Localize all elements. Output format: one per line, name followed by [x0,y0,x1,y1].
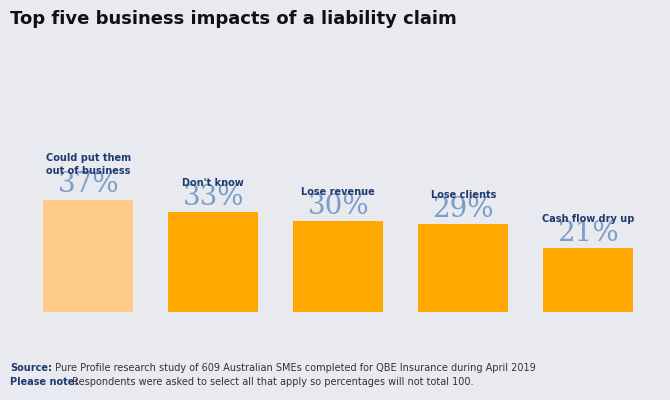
Text: 37%: 37% [58,172,119,198]
Bar [543,248,633,312]
Text: 33%: 33% [183,184,244,210]
Text: Pure Profile research study of 609 Australian SMEs completed for QBE Insurance d: Pure Profile research study of 609 Austr… [52,363,535,373]
Bar [44,200,133,312]
Text: Top five business impacts of a liability claim: Top five business impacts of a liability… [10,10,457,28]
Text: Could put them
out of business: Could put them out of business [46,153,131,176]
Text: Respondents were asked to select all that apply so percentages will not total 10: Respondents were asked to select all tha… [69,377,474,387]
Text: Source:: Source: [10,363,52,373]
Text: 21%: 21% [557,220,619,247]
Bar [168,212,259,312]
Text: Don't know: Don't know [182,178,245,188]
Text: Lose clients: Lose clients [431,190,496,200]
Text: 29%: 29% [433,196,494,223]
Text: Cash flow dry up: Cash flow dry up [542,214,634,224]
Text: 30%: 30% [308,193,369,220]
Bar [418,224,509,312]
Text: Lose revenue: Lose revenue [302,187,375,197]
Text: Please note:: Please note: [10,377,78,387]
Bar [293,221,383,312]
